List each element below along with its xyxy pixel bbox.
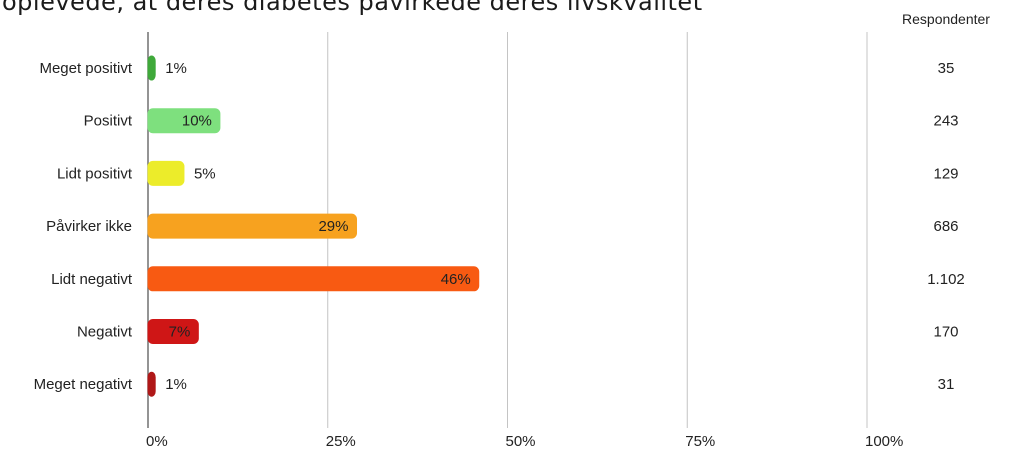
respondents-count: 686 xyxy=(933,218,958,235)
category-label: Lidt positivt xyxy=(57,165,133,182)
respondents-count: 170 xyxy=(933,324,958,341)
category-labels: Meget positivt Positivt Lidt positivt Påvir… xyxy=(34,60,133,393)
respondents-count: 1.102 xyxy=(927,271,965,288)
category-label: Meget positivt xyxy=(39,60,132,77)
category-label: Positivt xyxy=(84,113,133,130)
category-label: Påvirker ikke xyxy=(46,218,132,235)
value-label: 7% xyxy=(169,324,191,341)
x-tick-label: 50% xyxy=(506,433,536,450)
value-label: 46% xyxy=(441,271,471,288)
value-label: 1% xyxy=(165,60,187,77)
bar xyxy=(147,266,480,292)
category-label: Negativt xyxy=(77,324,133,341)
value-label: 1% xyxy=(165,376,187,393)
chart-title: oplevede, at deres diabetes påvirkede de… xyxy=(2,0,703,16)
respondents-column: Respondenter 35 243 129 686 1.102 170 31 xyxy=(902,11,990,393)
value-label: 10% xyxy=(182,113,212,130)
bar xyxy=(147,55,156,81)
bars xyxy=(147,55,480,397)
bar xyxy=(147,108,221,134)
respondents-count: 129 xyxy=(933,165,958,182)
bar xyxy=(147,160,185,186)
value-labels: 1% 10% 5% 29% 46% 7% 1% xyxy=(165,60,471,393)
category-label: Lidt negativt xyxy=(51,271,133,288)
x-tick-label: 100% xyxy=(865,433,903,450)
value-label: 5% xyxy=(194,165,216,182)
respondents-count: 243 xyxy=(933,113,958,130)
respondents-count: 31 xyxy=(938,376,955,393)
x-axis-tick-labels: 0% 25% 50% 75% 100% xyxy=(146,433,903,450)
x-tick-label: 25% xyxy=(326,433,356,450)
category-label: Meget negativt xyxy=(34,376,133,393)
x-tick-label: 0% xyxy=(146,433,168,450)
respondents-count: 35 xyxy=(938,60,955,77)
respondents-header: Respondenter xyxy=(902,11,990,27)
value-label: 29% xyxy=(318,218,348,235)
bar xyxy=(147,319,199,344)
bar xyxy=(147,213,358,239)
bar xyxy=(147,371,156,397)
x-tick-label: 75% xyxy=(685,433,715,450)
